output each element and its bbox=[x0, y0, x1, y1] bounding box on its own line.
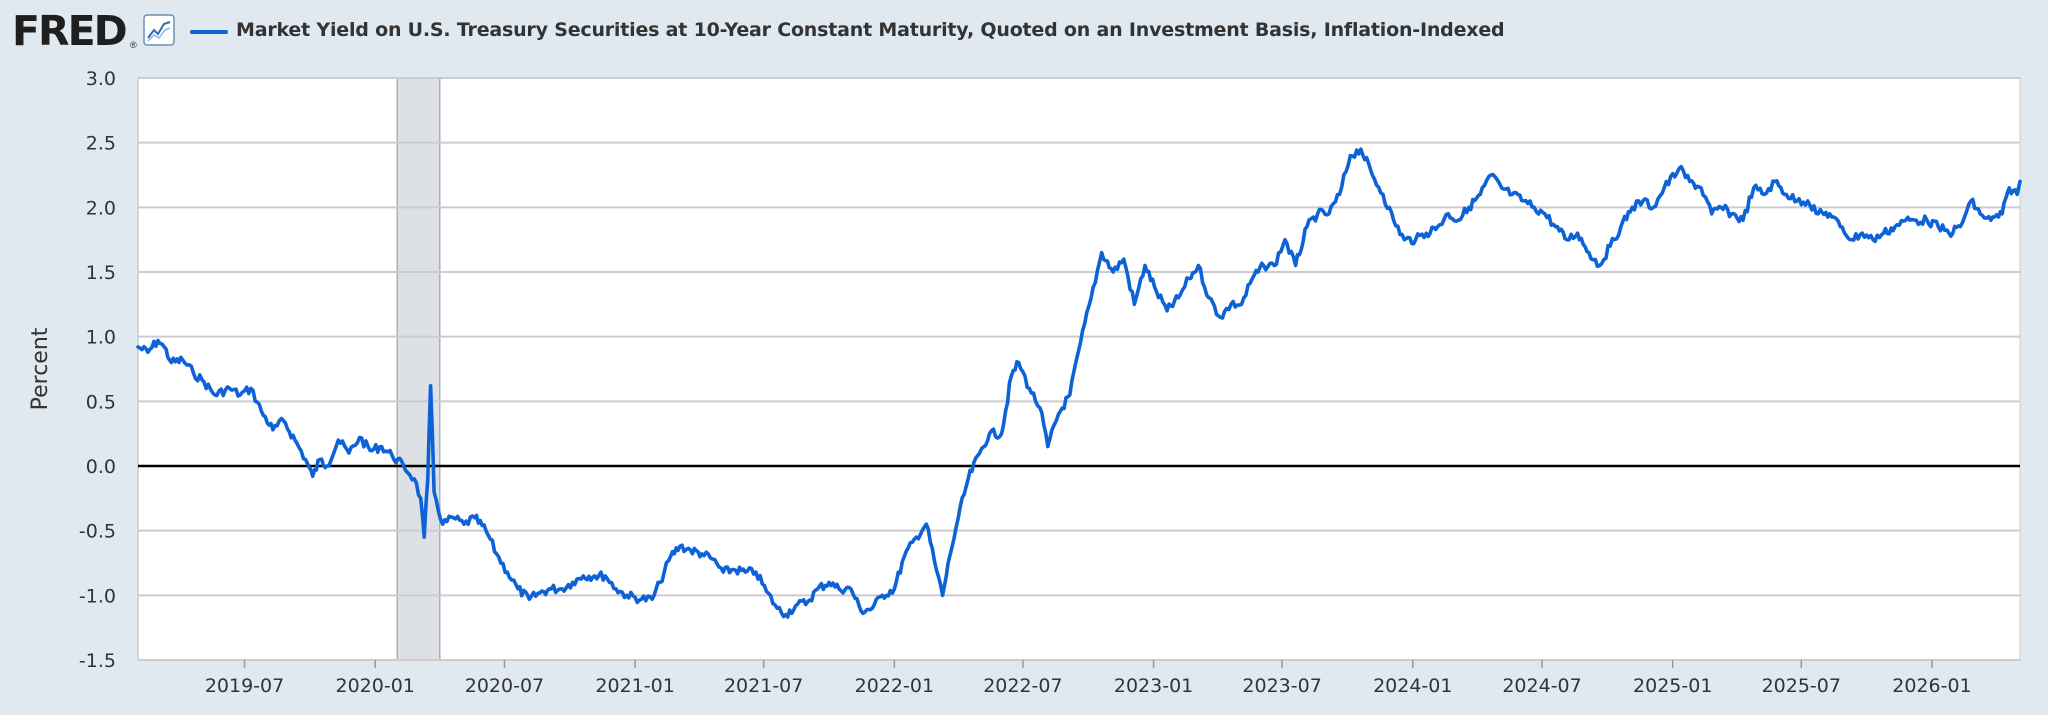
x-tick-label: 2022-07 bbox=[983, 675, 1062, 697]
x-tick-label: 2025-07 bbox=[1762, 675, 1841, 697]
y-tick-label: 1.5 bbox=[86, 262, 116, 284]
y-tick-label: -1.0 bbox=[79, 585, 116, 607]
y-tick-label: 0.5 bbox=[86, 391, 116, 413]
y-tick-label: 2.0 bbox=[86, 197, 116, 219]
x-tick-label: 2023-01 bbox=[1114, 675, 1193, 697]
y-tick-label: 1.0 bbox=[86, 327, 116, 349]
x-tick-label: 2023-07 bbox=[1242, 675, 1321, 697]
gridlines bbox=[137, 77, 2021, 661]
y-tick-label: -1.5 bbox=[79, 650, 116, 672]
y-axis-title: Percent bbox=[28, 327, 53, 410]
chart-header: FRED ® Market Yield on U.S. Treasury Sec… bbox=[0, 0, 2048, 62]
x-tick-label: 2025-01 bbox=[1633, 675, 1712, 697]
line-chart-icon[interactable] bbox=[143, 14, 175, 46]
x-tick-label: 2024-07 bbox=[1502, 675, 1581, 697]
x-tick-label: 2024-01 bbox=[1373, 675, 1452, 697]
y-tick-label: 0.0 bbox=[86, 456, 116, 478]
y-tick-label: 3.0 bbox=[86, 68, 116, 90]
recession-band bbox=[396, 77, 441, 661]
recession-shading bbox=[396, 77, 441, 661]
series-line[interactable] bbox=[136, 147, 2022, 619]
y-axis-ticks: 3.0 2.5 2.0 1.5 1.0 0.5 0.0 -0.5 -1.0 -1.5 bbox=[79, 68, 116, 672]
legend-swatch bbox=[190, 30, 228, 34]
fred-logo[interactable]: FRED bbox=[12, 7, 128, 55]
x-tick-label: 2021-01 bbox=[595, 675, 674, 697]
x-axis-ticks: 2019-07 2020-01 2020-07 2021-01 2021-07 2022-… bbox=[205, 660, 1972, 697]
series-title[interactable]: Market Yield on U.S. Treasury Securities… bbox=[236, 19, 1505, 41]
x-tick-label: 2019-07 bbox=[205, 675, 284, 697]
plot-area bbox=[138, 78, 2020, 660]
x-tick-label: 2020-01 bbox=[336, 675, 415, 697]
y-tick-label: -0.5 bbox=[79, 521, 116, 543]
y-tick-label: 2.5 bbox=[86, 133, 116, 155]
x-tick-label: 2022-01 bbox=[855, 675, 934, 697]
x-tick-label: 2026-01 bbox=[1892, 675, 1971, 697]
x-tick-label: 2021-07 bbox=[724, 675, 803, 697]
registered-mark: ® bbox=[130, 40, 137, 50]
x-tick-label: 2020-07 bbox=[465, 675, 544, 697]
series-layer bbox=[136, 147, 2022, 619]
